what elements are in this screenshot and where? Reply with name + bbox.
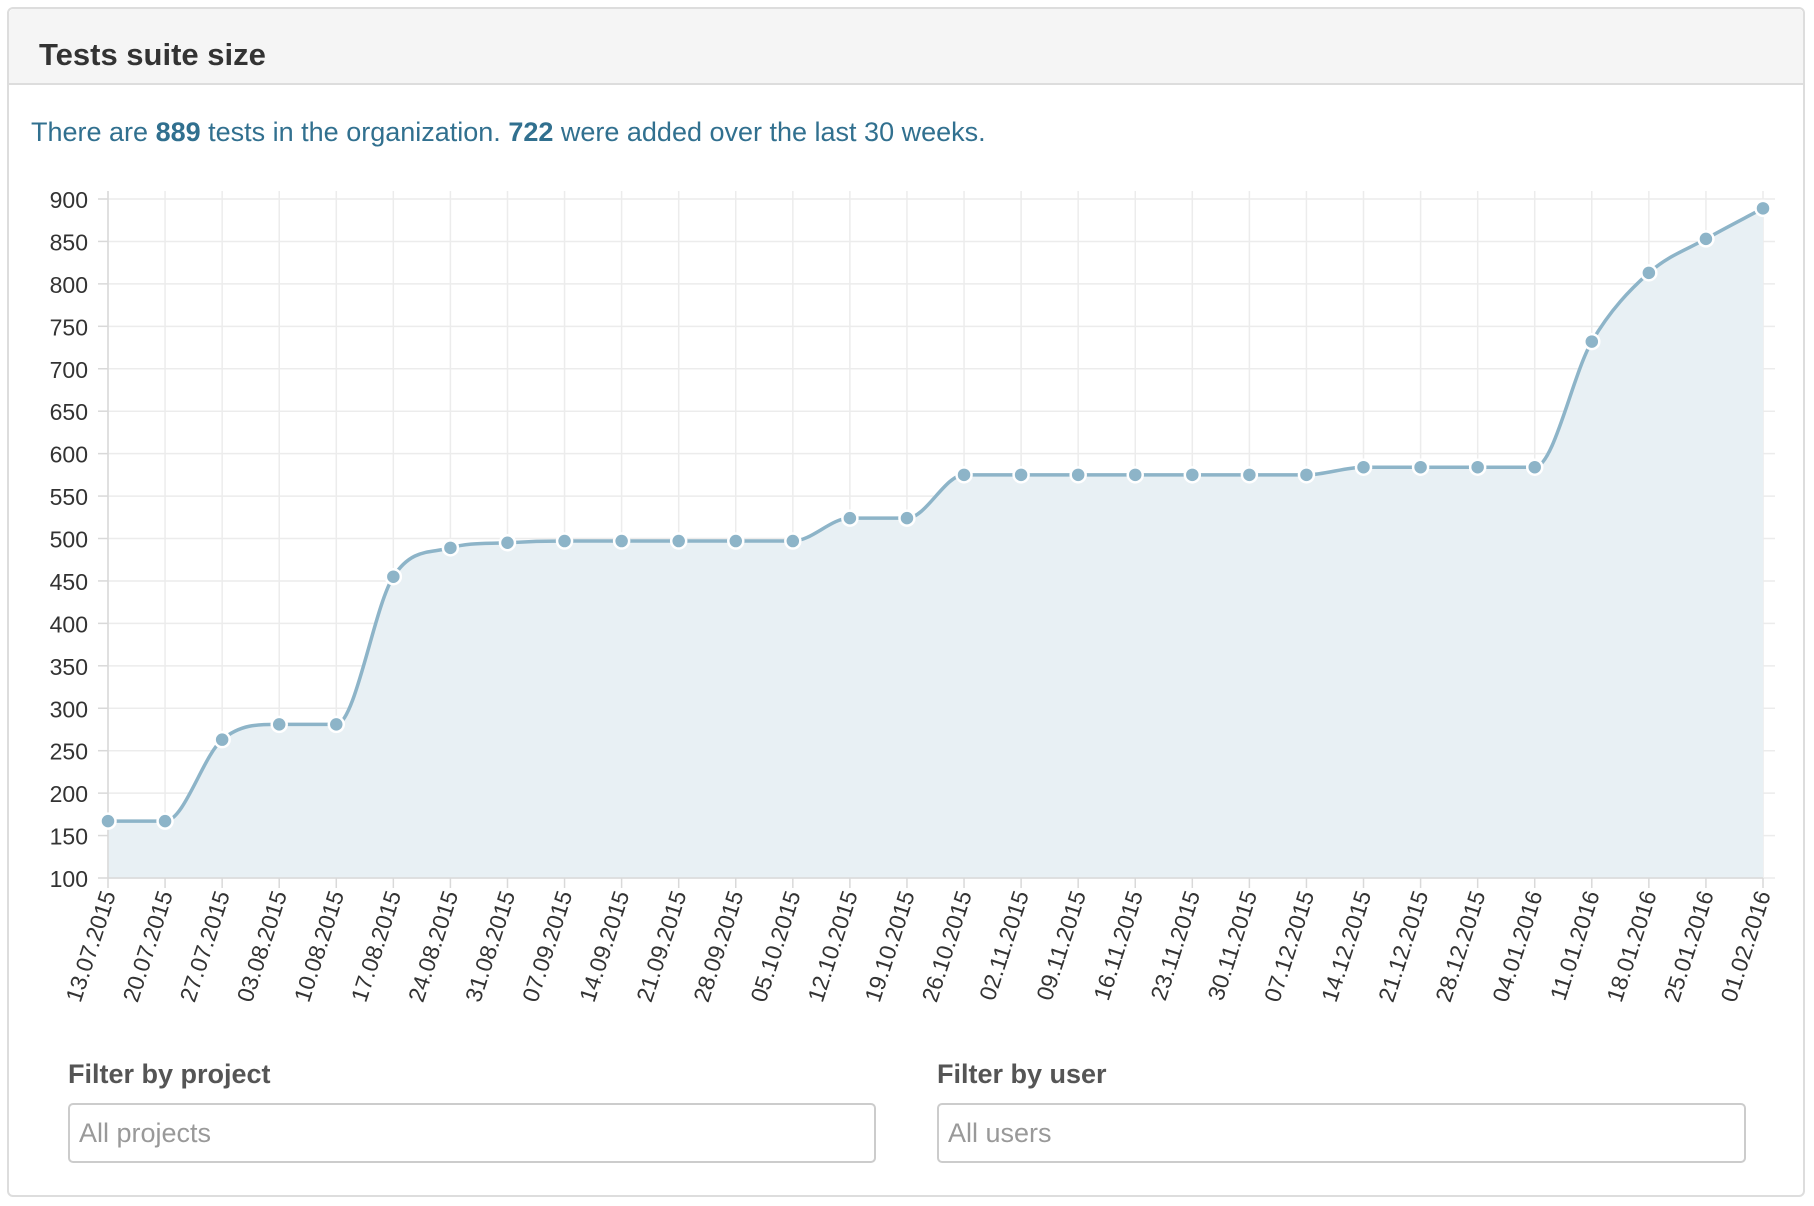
x-tick-label: 04.01.2016	[1487, 888, 1547, 1006]
x-tick-label: 01.02.2016	[1715, 888, 1775, 1006]
y-tick-label: 300	[50, 696, 88, 722]
x-tick-label: 27.07.2015	[175, 888, 235, 1006]
x-tick-label: 07.09.2015	[517, 888, 577, 1006]
data-point	[555, 532, 574, 550]
y-tick-label: 850	[50, 229, 88, 255]
x-tick-label: 07.12.2015	[1259, 888, 1319, 1006]
chart-points	[99, 199, 1772, 830]
y-tick-label: 150	[50, 824, 88, 850]
data-point	[213, 730, 231, 749]
data-point	[1411, 458, 1430, 476]
data-point	[898, 509, 916, 527]
x-tick-label: 24.08.2015	[403, 888, 463, 1006]
data-point	[1126, 466, 1144, 484]
data-point	[1640, 264, 1658, 282]
data-point	[1468, 458, 1487, 476]
x-tick-label: 25.01.2016	[1658, 888, 1718, 1006]
data-point	[1297, 466, 1316, 484]
x-tick-label: 14.09.2015	[574, 888, 634, 1006]
x-tick-label: 18.01.2016	[1601, 888, 1661, 1006]
filter-user-label: Filter by user	[937, 1059, 1107, 1089]
y-tick-label: 550	[50, 484, 88, 510]
filter-project-input[interactable]	[68, 1103, 876, 1163]
data-point	[1183, 466, 1202, 484]
total-tests-count: 889	[155, 117, 201, 147]
panel-title: Tests suite size	[39, 37, 266, 72]
x-tick-label: 20.07.2015	[118, 888, 178, 1006]
x-tick-label: 14.12.2015	[1316, 888, 1376, 1006]
data-point	[1354, 458, 1373, 476]
y-tick-label: 700	[50, 357, 88, 383]
data-point	[270, 715, 288, 734]
data-point	[669, 532, 688, 550]
y-tick-label: 100	[50, 866, 88, 892]
data-point	[841, 509, 859, 527]
x-tick-label: 19.10.2015	[859, 888, 919, 1006]
x-tick-label: 31.08.2015	[460, 888, 520, 1006]
x-tick-label: 10.08.2015	[289, 888, 349, 1006]
filter-project-label: Filter by project	[68, 1059, 271, 1089]
y-tick-label: 750	[50, 314, 88, 340]
data-point	[327, 715, 346, 734]
x-tick-label: 21.12.2015	[1373, 888, 1433, 1006]
y-tick-label: 900	[50, 187, 88, 213]
data-point	[1525, 458, 1544, 476]
x-tick-label: 21.09.2015	[631, 888, 691, 1006]
data-point	[1583, 332, 1601, 351]
data-point	[441, 539, 460, 557]
data-point	[784, 532, 802, 550]
y-tick-label: 650	[50, 399, 88, 425]
x-tick-label: 16.11.2015	[1088, 888, 1148, 1004]
summary-prefix: There are	[31, 117, 156, 147]
panel-header: Tests suite size	[9, 9, 1803, 85]
added-tests-count: 722	[508, 117, 554, 147]
x-tick-label: 05.10.2015	[745, 888, 805, 1006]
x-tick-label: 28.12.2015	[1430, 888, 1490, 1006]
x-tick-label: 30.11.2015	[1202, 888, 1262, 1004]
x-tick-label: 17.08.2015	[346, 888, 406, 1006]
data-point	[955, 466, 973, 484]
x-tick-label: 09.11.2015	[1031, 888, 1091, 1004]
data-point	[727, 532, 745, 550]
data-point	[1754, 199, 1772, 218]
y-tick-label: 350	[50, 654, 88, 680]
data-point	[1697, 230, 1715, 248]
data-point	[99, 812, 117, 830]
x-tick-label: 11.01.2016	[1545, 888, 1605, 1004]
y-tick-label: 600	[50, 442, 88, 468]
x-tick-label: 28.09.2015	[688, 888, 748, 1006]
tests-suite-size-chart: 100 150 200 250 300 350 400 450 500 550 600 650 700 7…	[50, 187, 1776, 1006]
x-tick-label: 26.10.2015	[916, 888, 976, 1006]
chart-axes	[98, 191, 1764, 888]
chart-series-line	[108, 206, 1764, 823]
summary-suffix: were added over the last 30 weeks.	[553, 117, 986, 147]
data-point	[384, 567, 403, 586]
data-point	[1240, 466, 1259, 484]
x-tick-label: 02.11.2015	[974, 888, 1034, 1004]
y-tick-label: 200	[50, 781, 88, 807]
x-tick-label: 03.08.2015	[232, 888, 292, 1006]
filter-user-input[interactable]	[937, 1103, 1746, 1163]
summary-text: There are 889 tests in the organization.…	[31, 116, 986, 148]
data-point	[612, 532, 631, 550]
x-tick-label: 13.07.2015	[60, 888, 120, 1006]
chart-area-fill	[108, 208, 1763, 878]
y-tick-label: 450	[50, 569, 88, 595]
y-tick-label: 400	[50, 611, 88, 637]
data-point	[1012, 466, 1030, 484]
x-tick-label: 12.10.2015	[802, 888, 862, 1006]
y-tick-label: 800	[50, 272, 88, 298]
data-point	[498, 533, 517, 552]
data-point	[1069, 466, 1087, 484]
y-tick-label: 250	[50, 739, 88, 765]
y-tick-label: 500	[50, 527, 88, 553]
summary-middle: tests in the organization.	[200, 117, 509, 147]
x-tick-label: 23.11.2015	[1145, 888, 1205, 1004]
data-point	[156, 812, 174, 830]
